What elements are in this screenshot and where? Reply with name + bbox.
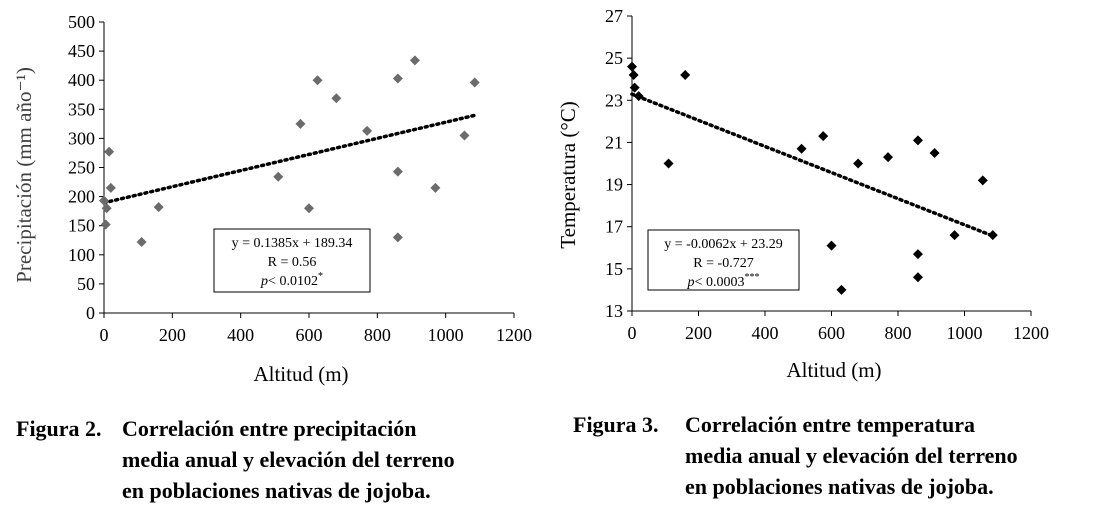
data-point [430,182,441,193]
stats-p-value: p< 0.0003*** [687,272,760,290]
y-tick-label: 200 [68,187,95,207]
data-point [392,73,403,84]
data-point [949,230,960,241]
x-tick-label: 200 [685,323,712,343]
data-point [912,272,923,283]
figure-2-number: Figura 2. [16,416,102,441]
data-point [104,146,115,157]
data-point [796,143,807,154]
x-tick-label: 0 [628,323,637,343]
x-axis-title: Altitud (m) [253,362,348,386]
data-point [99,195,109,206]
stats-equation: y = -0.0062x + 23.29 [664,237,782,252]
stats-box [213,228,371,293]
data-point [136,236,147,247]
figure-3-caption-line-2: media anual y elevación del terreno [685,443,1018,468]
y-axis-title: Precipitación (mm año⁻¹) [12,67,36,283]
x-tick-label: 1200 [1013,323,1049,343]
figure-2-caption: Figura 2. Correlación entre precipitación… [16,413,455,506]
data-point [663,158,674,169]
data-point [105,182,116,193]
trendline [102,113,477,205]
precipitation-scatter-chart: 0 50 100 150 200 250 300 350 400 450 500 0 200 400 600… [12,12,532,386]
y-tick-label: 100 [68,245,95,265]
temperature-scatter-chart: 13 15 17 19 21 23 25 27 0 200 400 600 800 1000 1200 Alt… [556,6,1049,382]
y-tick-label: 500 [68,12,95,32]
y-tick-label: 25 [605,48,623,68]
data-point [680,70,691,80]
data-point [273,171,284,182]
y-tick-label: 23 [605,90,623,110]
y-tick-label: 450 [68,41,95,61]
x-tick-label: 600 [296,325,323,345]
x-tick-label: 200 [159,325,186,345]
data-point [929,147,940,158]
y-tick-label: 21 [605,132,623,152]
y-tick-label: 50 [77,274,95,294]
y-tick-label: 300 [68,128,95,148]
data-point [459,130,470,141]
figure-3-number: Figura 3. [573,412,659,437]
y-tick-label: 19 [605,175,623,195]
x-tick-label: 1200 [496,325,532,345]
data-point [912,249,923,260]
x-tick-label: 400 [227,325,254,345]
data-point [826,240,837,251]
data-point [977,175,988,186]
x-tick-label: 0 [100,325,109,345]
data-point [312,75,323,86]
figure-2-caption-line-1: Correlación entre precipitación [122,416,417,441]
x-axis-title: Altitud (m) [786,358,881,382]
data-point [853,158,864,169]
data-point [153,202,164,213]
figure-3-caption: Figura 3. Correlación entre temperatura m… [573,409,1018,502]
data-point [392,166,403,177]
data-point [304,203,314,214]
data-point [362,125,373,136]
figure-3-caption-line-3: en poblaciones nativas de jojoba. [685,474,994,499]
y-tick-label: 0 [86,303,95,323]
x-tick-label: 400 [752,323,779,343]
data-point [295,118,306,129]
data-point [987,230,998,241]
data-point [101,203,112,214]
y-axis-title: Temperatura (°C) [556,101,580,248]
data-point [392,232,403,243]
stats-p-value: p< 0.0102* [260,271,323,289]
trendline [630,92,995,238]
y-tick-label: 15 [605,259,623,279]
data-point [331,93,342,104]
stats-r-value: R = -0.727 [693,256,753,271]
figure-2-caption-line-3: en poblaciones nativas de jojoba. [122,478,431,503]
data-point [836,284,847,295]
data-point [629,82,640,93]
data-point [100,219,111,230]
y-tick-label: 13 [605,301,623,321]
data-point [883,152,894,163]
data-point [628,70,639,80]
data-point [627,61,637,72]
y-tick-label: 27 [605,6,623,26]
data-point [409,55,420,66]
data-point [469,77,480,88]
data-point [912,135,923,146]
x-tick-label: 800 [885,323,912,343]
figure-3-caption-line-1: Correlación entre temperatura [685,412,975,437]
y-tick-label: 250 [68,158,95,178]
figure-2-caption-line-2: media anual y elevación del terreno [122,447,455,472]
y-tick-label: 150 [68,216,95,236]
stats-equation: y = 0.1385x + 189.34 [232,236,353,251]
y-tick-label: 350 [68,99,95,119]
x-tick-label: 600 [818,323,845,343]
data-point [633,91,644,102]
x-tick-label: 1000 [947,323,983,343]
x-tick-label: 800 [364,325,391,345]
data-point [818,131,829,142]
y-tick-label: 17 [605,217,623,237]
x-tick-label: 1000 [428,325,464,345]
stats-r-value: R = 0.56 [268,255,317,270]
stats-box [647,229,800,291]
y-tick-label: 400 [68,70,95,90]
